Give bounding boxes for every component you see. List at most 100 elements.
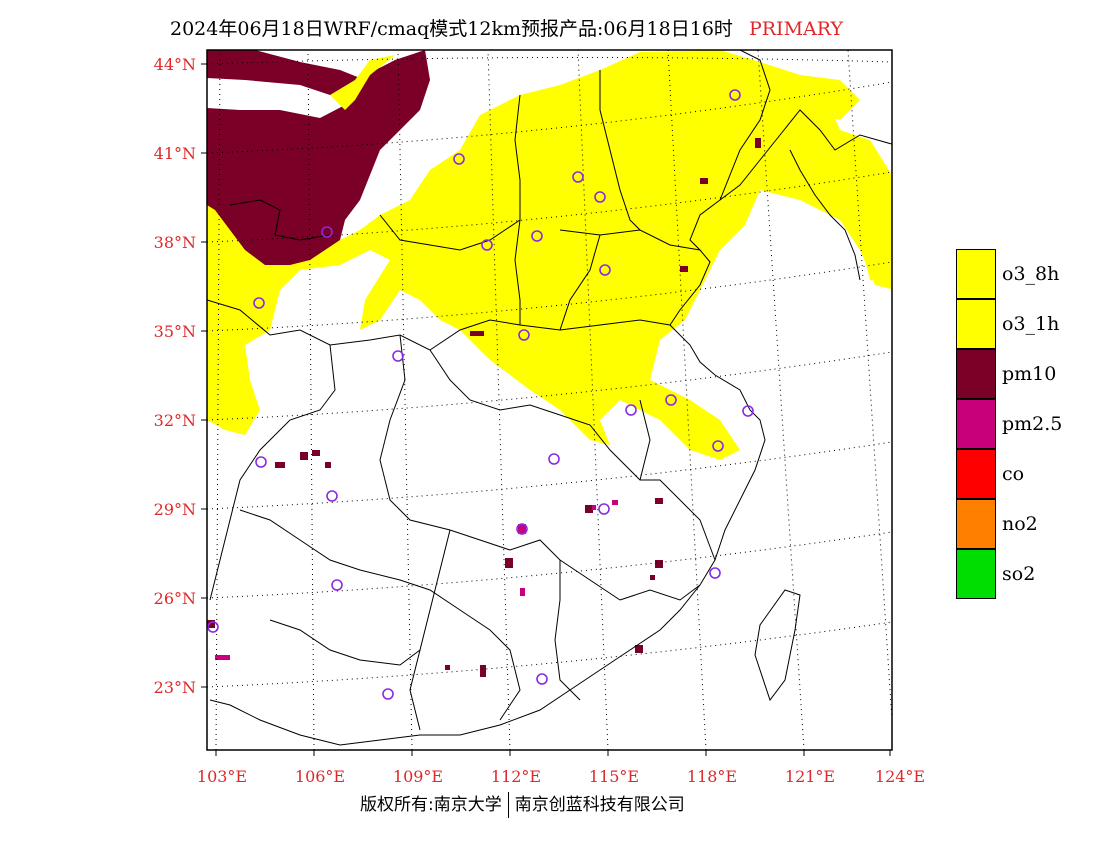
lon-label: 121°E [785, 767, 835, 786]
lon-label: 115°E [589, 767, 639, 786]
meridian-line [487, 50, 511, 750]
pm10-spot [700, 178, 708, 184]
station-marker [481, 239, 493, 251]
legend-item-co: co [956, 449, 1096, 499]
pm25-spot [592, 505, 596, 510]
pm10-spot [655, 560, 663, 568]
copyright-left: 版权所有:南京大学 [360, 795, 502, 815]
lat-label: 23°N [154, 678, 196, 697]
pm10-spot [650, 575, 655, 580]
pm10-spot [185, 440, 190, 446]
pm10-spot [635, 645, 643, 653]
graticule [207, 50, 892, 750]
lat-label: 44°N [154, 55, 196, 74]
province-border [409, 529, 451, 731]
meridian-line [215, 50, 221, 750]
meridian-line [577, 50, 609, 750]
pm25-spot [612, 500, 618, 505]
meridian-line [847, 50, 892, 721]
lon-label: 103°E [197, 767, 247, 786]
legend-swatch [956, 299, 996, 349]
province-border [209, 344, 336, 601]
o3-region-north [207, 50, 892, 460]
station-markers [207, 89, 754, 700]
station-marker [253, 297, 265, 309]
station-marker [599, 264, 611, 276]
station-marker [255, 456, 267, 468]
legend-item-pm10: pm10 [956, 349, 1096, 399]
map-frame [206, 49, 893, 751]
meridian-line [307, 50, 315, 750]
parallel-line [207, 81, 892, 154]
province-border [429, 319, 671, 351]
station-marker [392, 350, 404, 362]
parallel-line [207, 351, 892, 421]
province-border [269, 619, 421, 666]
province-border [554, 560, 581, 701]
station-marker [382, 688, 394, 700]
legend-swatch [956, 349, 996, 399]
station-marker [321, 226, 333, 238]
station-marker [518, 329, 530, 341]
parallel-line [207, 531, 892, 599]
station-marker [331, 579, 343, 591]
station-marker [665, 394, 677, 406]
province-border [639, 399, 651, 481]
station-marker [516, 523, 528, 535]
legend: o3_8h o3_1h pm10 pm2.5 co no2 so2 [956, 249, 1096, 599]
lat-label: 29°N [154, 500, 196, 519]
boundary-lines [207, 50, 892, 746]
station-marker [548, 453, 560, 465]
legend-item-pm25: pm2.5 [956, 399, 1096, 449]
parallel-line [207, 621, 892, 688]
lon-label: 118°E [687, 767, 737, 786]
pm10-spot [655, 498, 663, 504]
legend-item-no2: no2 [956, 499, 1096, 549]
legend-label: o3_1h [1002, 313, 1060, 335]
pollutant-layer [185, 50, 892, 677]
lon-label: 112°E [491, 767, 541, 786]
legend-swatch [956, 399, 996, 449]
o3-region-east [850, 175, 892, 285]
legend-item-o3-8h: o3_8h [956, 249, 1096, 299]
station-marker [572, 171, 584, 183]
pm10-spot [207, 620, 215, 628]
pm10-spot [445, 665, 450, 670]
province-border [239, 509, 521, 721]
parallel-line [207, 171, 892, 243]
station-marker [712, 440, 724, 452]
station-marker [625, 404, 637, 416]
province-border [207, 299, 681, 501]
lon-label: 106°E [295, 767, 345, 786]
pm25-spot [520, 588, 525, 596]
pm10-spot [680, 266, 688, 272]
lat-label: 32°N [154, 411, 196, 430]
pm10-spot [325, 462, 331, 468]
pm10-spot [275, 462, 285, 468]
province-border [599, 70, 641, 231]
pm25-spot [215, 655, 230, 660]
station-marker [598, 503, 610, 515]
lat-label: 41°N [154, 144, 196, 163]
parallel-line [207, 441, 892, 510]
station-marker [594, 191, 606, 203]
legend-label: no2 [1002, 513, 1038, 535]
pm10-hole-a [207, 78, 345, 118]
province-border [559, 234, 601, 331]
station-marker [531, 230, 543, 242]
axis-labels: 44°N 41°N 38°N 35°N 32°N 29°N 26°N 23°N … [154, 55, 925, 786]
legend-swatch [956, 549, 996, 599]
legend-item-o3-1h: o3_1h [956, 299, 1096, 349]
province-border [679, 499, 716, 561]
pm25-spot [518, 524, 526, 534]
copyright-footer: 版权所有:南京大学 南京创蓝科技有限公司 [360, 790, 685, 818]
legend-swatch [956, 449, 996, 499]
station-marker [326, 490, 338, 502]
province-border [619, 584, 701, 601]
station-marker [729, 89, 741, 101]
taiwan-outline [754, 589, 801, 702]
lon-label: 124°E [875, 767, 925, 786]
province-border [229, 199, 331, 241]
legend-label: pm2.5 [1002, 413, 1063, 435]
